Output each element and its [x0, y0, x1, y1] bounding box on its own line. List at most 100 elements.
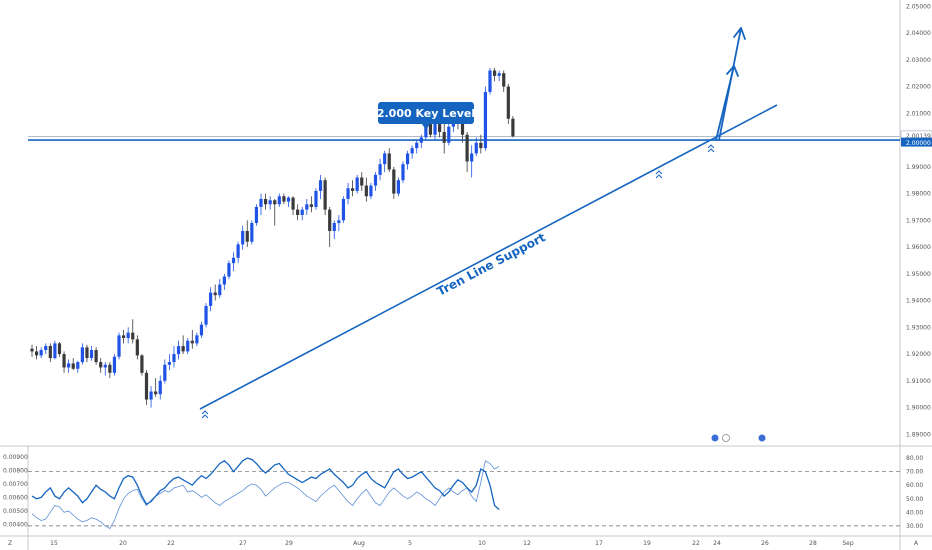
candle-body — [405, 153, 410, 165]
candle-body — [369, 185, 373, 197]
date-tick-label: Aug — [353, 540, 365, 547]
oscillator-dark-line — [31, 457, 500, 511]
candle-body — [204, 305, 208, 325]
date-tick-label: 17 — [595, 540, 603, 547]
osc-left-tick-label: 0.00900 — [3, 454, 28, 461]
candle-body — [273, 200, 277, 205]
candle-body — [112, 356, 117, 373]
candle-body — [231, 257, 236, 264]
price-tick-label: 1.89000 — [906, 431, 931, 438]
chevron-up-icon — [655, 170, 663, 179]
candle-body — [474, 142, 478, 154]
candle-body — [99, 362, 103, 368]
candle-body — [149, 391, 153, 400]
candle-body — [309, 204, 313, 207]
osc-left-tick-label: 0.00600 — [3, 494, 28, 501]
candle-body — [195, 335, 199, 344]
chevron-up-icon — [707, 144, 715, 153]
candle-body — [48, 346, 52, 359]
corner-label-right[interactable]: A — [914, 540, 919, 547]
date-tick-label: 19 — [643, 540, 651, 547]
chevron-markers — [201, 144, 715, 419]
candle-body — [218, 284, 222, 296]
price-tick-label: 2.02000 — [906, 84, 931, 91]
candle-body — [332, 223, 336, 232]
price-tick-label: 1.91000 — [906, 378, 931, 385]
candle-body — [428, 124, 433, 135]
candle-body — [76, 362, 80, 369]
candle-body — [460, 124, 465, 135]
candle-body — [438, 124, 442, 133]
osc-left-tick-label: 0.00400 — [3, 522, 28, 529]
candle-body — [245, 231, 249, 242]
candle-body — [190, 340, 194, 344]
projection-arrows — [715, 27, 746, 141]
candle-body — [67, 363, 71, 368]
date-tick-label: 27 — [239, 540, 247, 547]
candle-body — [227, 263, 231, 277]
candle-body — [135, 339, 139, 356]
price-tick-label: 1.94000 — [906, 298, 931, 305]
candle-body — [181, 346, 185, 352]
osc-right-tick-label: 60.00 — [906, 482, 923, 489]
osc-left-tick-label: 0.00700 — [3, 481, 28, 488]
price-tick-label: 2.03000 — [906, 57, 931, 64]
candle-body — [126, 332, 130, 339]
candle-body — [346, 188, 350, 199]
candle-body — [176, 346, 181, 355]
date-tick-label: 28 — [809, 540, 817, 547]
corner-label-left[interactable]: Z — [8, 540, 12, 547]
candle-body — [167, 362, 171, 365]
projection-arrow-long-head — [733, 27, 746, 40]
candle-body — [410, 148, 414, 154]
candle-body — [415, 142, 419, 149]
price-tick-label: 2.01000 — [906, 110, 931, 117]
projection-arrow-long — [718, 27, 742, 141]
date-tick-label: 15 — [50, 540, 58, 547]
candle-body — [497, 73, 501, 76]
date-tick-label: Sep — [842, 540, 854, 547]
date-axis: 15 20 22 27 29 Aug 5 10 12 17 19 22 24 26 28 Sep — [50, 540, 854, 547]
callout-box — [378, 102, 474, 124]
candle-body — [241, 231, 245, 245]
news-event-icon[interactable] — [758, 434, 766, 442]
candle-body — [277, 196, 281, 205]
candle-body — [94, 350, 98, 363]
candle-body — [378, 164, 382, 175]
candle-body — [39, 350, 43, 356]
price-tick-label: 2.04000 — [906, 30, 931, 37]
key-level-callout: 2.000 Key Level — [377, 102, 475, 130]
candle-body — [318, 180, 323, 191]
candle-body — [222, 276, 226, 285]
candle-body — [392, 169, 396, 194]
osc-left-tick-label: 0.00500 — [3, 508, 28, 515]
price-tick-label: 1.92000 — [906, 351, 931, 358]
news-event-icon[interactable] — [711, 434, 719, 442]
candle-body — [80, 347, 84, 363]
callout-pointer — [422, 124, 430, 130]
candle-body — [53, 343, 57, 359]
date-tick-label: 10 — [478, 540, 486, 547]
candle-body — [300, 209, 304, 215]
date-tick-label: 26 — [761, 540, 769, 547]
candle-body — [117, 335, 121, 357]
candle-body — [103, 364, 107, 368]
price-tick-label: 1.98000 — [906, 191, 931, 198]
candle-body — [401, 164, 405, 181]
key-level-text: 2.00000 — [906, 140, 931, 147]
event-icons[interactable] — [711, 434, 766, 442]
trendline-support — [199, 104, 778, 410]
candle-body — [263, 198, 268, 205]
price-tick-label: 1.90000 — [906, 405, 931, 412]
candle-body — [470, 153, 474, 162]
candle-body — [172, 354, 176, 363]
candle-body — [30, 348, 34, 352]
price-tick-label: 1.97000 — [906, 217, 931, 224]
osc-right-tick-label: 40.00 — [906, 509, 923, 516]
candle-body — [85, 347, 89, 359]
candle-body — [144, 372, 149, 400]
news-event-icon[interactable] — [722, 434, 730, 442]
candle-body — [286, 197, 291, 202]
